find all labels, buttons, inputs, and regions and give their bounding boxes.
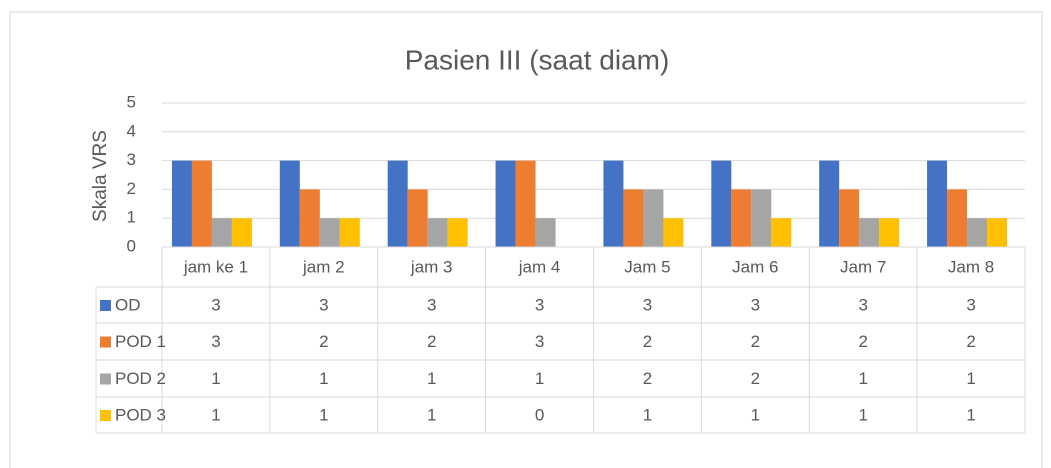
table-cell: 1 xyxy=(966,405,975,424)
bar xyxy=(643,189,664,247)
table-cell: 1 xyxy=(427,369,436,388)
bar xyxy=(319,218,340,247)
x-tick-label: jam 4 xyxy=(518,257,561,276)
table-cell: 1 xyxy=(858,405,867,424)
table-cell: 3 xyxy=(427,295,436,314)
bar xyxy=(819,160,840,247)
table-cell: 3 xyxy=(643,295,652,314)
bar xyxy=(515,160,536,247)
bar xyxy=(427,218,448,247)
bar xyxy=(879,218,900,247)
x-tick-label: jam 2 xyxy=(302,257,345,276)
x-tick-label: Jam 7 xyxy=(840,257,886,276)
bar xyxy=(663,218,684,247)
x-tick-label: jam ke 1 xyxy=(183,257,248,276)
table-cell: 3 xyxy=(858,295,867,314)
table-cell: 1 xyxy=(319,369,328,388)
bar xyxy=(447,218,468,247)
bar xyxy=(987,218,1008,247)
legend-swatch xyxy=(100,410,111,421)
legend-swatch xyxy=(100,300,111,311)
table-cell: 3 xyxy=(211,295,220,314)
table-cell: 1 xyxy=(211,405,220,424)
bar xyxy=(751,189,772,247)
x-tick-label: Jam 5 xyxy=(624,257,670,276)
bar xyxy=(495,160,516,247)
table-cell: 1 xyxy=(858,369,867,388)
bar xyxy=(171,160,192,247)
table-cell: 3 xyxy=(751,295,760,314)
table-cell: 1 xyxy=(211,369,220,388)
bar xyxy=(947,189,968,247)
y-tick-label: 0 xyxy=(127,236,136,255)
table-cell: 2 xyxy=(751,332,760,351)
legend-label: OD xyxy=(115,295,141,314)
bar xyxy=(191,160,212,247)
table-cell: 1 xyxy=(427,405,436,424)
y-tick-label: 2 xyxy=(127,179,136,198)
x-tick-label: Jam 6 xyxy=(732,257,778,276)
bar xyxy=(299,189,320,247)
bar xyxy=(731,189,752,247)
table-cell: 2 xyxy=(427,332,436,351)
table-cell: 1 xyxy=(966,369,975,388)
legend-label: POD 1 xyxy=(115,332,166,351)
table-cell: 2 xyxy=(319,332,328,351)
table-cell: 3 xyxy=(535,332,544,351)
x-tick-label: Jam 8 xyxy=(948,257,994,276)
chart-title: Pasien III (saat diam) xyxy=(405,44,670,75)
table-cell: 3 xyxy=(319,295,328,314)
bar xyxy=(859,218,880,247)
y-tick-label: 5 xyxy=(127,92,136,111)
bar xyxy=(839,189,860,247)
bar xyxy=(603,160,624,247)
bar xyxy=(231,218,252,247)
legend-label: POD 2 xyxy=(115,369,166,388)
bar xyxy=(535,218,556,247)
legend-swatch xyxy=(100,336,111,348)
bar xyxy=(967,218,988,247)
table-cell: 1 xyxy=(319,405,328,424)
bar xyxy=(339,218,360,247)
table-cell: 1 xyxy=(643,405,652,424)
x-tick-label: jam 3 xyxy=(410,257,453,276)
table-cell: 2 xyxy=(751,369,760,388)
y-tick-label: 3 xyxy=(127,150,136,169)
bar xyxy=(771,218,792,247)
table-cell: 3 xyxy=(211,332,220,351)
bar xyxy=(927,160,948,247)
table-cell: 2 xyxy=(643,332,652,351)
y-axis-label: Skala VRS xyxy=(90,130,111,222)
y-tick-label: 4 xyxy=(127,121,136,140)
table-cell: 0 xyxy=(535,405,544,424)
table-cell: 2 xyxy=(643,369,652,388)
table-cell: 1 xyxy=(535,369,544,388)
bar xyxy=(279,160,300,247)
table-cell: 3 xyxy=(535,295,544,314)
legend-label: POD 3 xyxy=(115,405,166,424)
bar xyxy=(407,189,428,247)
legend-swatch xyxy=(100,373,111,385)
bar xyxy=(623,189,644,247)
table-cell: 2 xyxy=(858,332,867,351)
table-cell: 1 xyxy=(751,405,760,424)
table-cell: 3 xyxy=(966,295,975,314)
y-tick-label: 1 xyxy=(127,208,136,227)
table-cell: 2 xyxy=(966,332,975,351)
bar xyxy=(211,218,232,247)
bar xyxy=(387,160,408,247)
bar xyxy=(711,160,732,247)
